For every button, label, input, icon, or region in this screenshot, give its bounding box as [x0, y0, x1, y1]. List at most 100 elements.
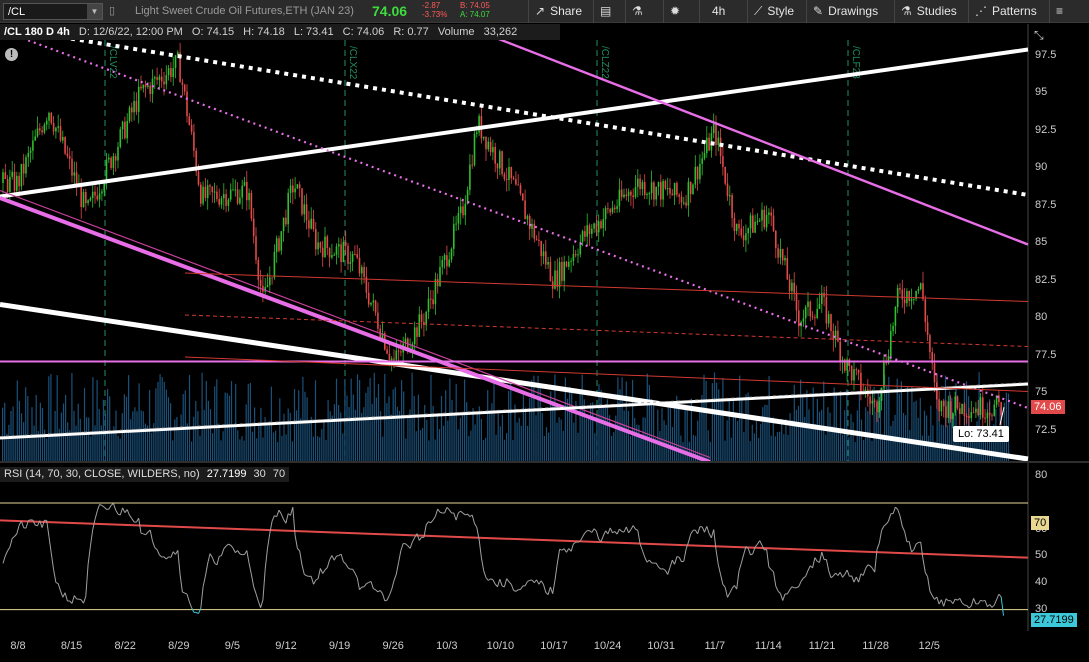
- rsi-segment: [566, 548, 570, 553]
- share-button[interactable]: ↗ Share: [528, 0, 593, 23]
- pane-divider[interactable]: [0, 461, 1089, 463]
- rsi-segment: [658, 566, 662, 570]
- candle-body: [252, 218, 255, 237]
- rsi-segment: [706, 526, 710, 534]
- style-button[interactable]: ⟋ Style: [747, 0, 806, 23]
- candle-body: [280, 231, 283, 251]
- rsi-segment: [929, 590, 933, 596]
- rsi-segment: [858, 573, 862, 583]
- bar-open: O: 74.15: [191, 26, 235, 38]
- rsi-segment: [9, 538, 13, 548]
- time-tick-label: 12/5: [918, 640, 940, 652]
- rsi-segment: [262, 569, 266, 601]
- chevron-down-icon[interactable]: ▼: [87, 4, 102, 19]
- rsi-segment: [897, 509, 901, 517]
- rsi-pane[interactable]: [0, 463, 1089, 631]
- volume-bar: [396, 406, 398, 462]
- red-line-2: [184, 314, 1029, 347]
- candle-body: [988, 412, 991, 416]
- candle-body: [264, 287, 266, 292]
- candle-body: [16, 175, 18, 191]
- candle-body: [425, 311, 427, 326]
- volume-bar: [388, 396, 390, 462]
- rsi-segment: [989, 604, 993, 608]
- timeframe-button[interactable]: 4h: [699, 0, 747, 23]
- candle-body: [1000, 402, 1002, 416]
- candle-body: [195, 150, 197, 172]
- candle-body: [873, 400, 876, 402]
- candle-body: [648, 193, 651, 195]
- volume-bar: [648, 384, 650, 462]
- volume-bar: [527, 425, 529, 462]
- drawings-button[interactable]: ✎ Drawings: [806, 0, 894, 23]
- volume-bar: [464, 379, 466, 462]
- candle-body: [528, 216, 531, 229]
- volume-bar: [159, 374, 161, 462]
- print-button[interactable]: ▤: [593, 0, 625, 23]
- rsi-segment: [874, 549, 878, 573]
- rsi-oversold: 30: [253, 468, 266, 480]
- volume-bar: [772, 417, 774, 462]
- price-pane[interactable]: /CLV22/CLX22/CLZ22/CLF23: [0, 24, 1089, 462]
- candle-body: [975, 408, 977, 413]
- candle-body: [678, 194, 680, 197]
- rsi-segment: [453, 512, 457, 521]
- link-icon[interactable]: ▯: [109, 5, 116, 17]
- rsi-segment: [855, 576, 860, 583]
- volume-bar: [508, 391, 510, 462]
- volume-bar: [617, 377, 619, 462]
- rsi-segment: [370, 581, 374, 589]
- rsi-segment: [345, 563, 349, 569]
- candle-body: [128, 107, 131, 121]
- symbol-input[interactable]: /CL ▼: [3, 3, 103, 20]
- rsi-segment: [99, 504, 103, 506]
- candle-body: [117, 146, 119, 161]
- rsi-segment: [92, 519, 96, 530]
- candle-body: [105, 159, 108, 184]
- studies-button[interactable]: ⚗ Studies: [894, 0, 968, 23]
- volume-bar: [172, 440, 174, 462]
- candle-body: [259, 279, 262, 286]
- price-chart[interactable]: /CLV22/CLX22/CLZ22/CLF23: [0, 24, 1089, 462]
- expand-icon[interactable]: ⤡: [1034, 28, 1044, 42]
- candle-body: [814, 317, 816, 319]
- candle-body: [202, 186, 204, 204]
- candle-body: [2, 172, 4, 183]
- volume-bar: [472, 408, 474, 462]
- rsi-segment: [982, 599, 986, 602]
- rsi-segment: [145, 531, 149, 536]
- volume-bar: [636, 424, 638, 462]
- volume-bar: [720, 402, 722, 462]
- rsi-segment: [761, 544, 765, 551]
- time-axis[interactable]: 8/8 8/15 8/22 8/29 9/5 9/12 9/19 9/26 10/3 10/10 1…: [0, 640, 1030, 658]
- candle-body: [510, 166, 513, 179]
- volume-bar: [203, 410, 205, 462]
- time-tick-label: 10/31: [647, 640, 675, 652]
- settings-button[interactable]: ✹: [663, 0, 699, 23]
- volume-bar: [791, 420, 793, 462]
- candle-body: [471, 164, 473, 166]
- candle-body: [190, 124, 193, 132]
- info-icon[interactable]: !: [5, 48, 18, 61]
- volume-bar: [338, 405, 340, 462]
- more-button[interactable]: ≡: [1049, 0, 1089, 23]
- rsi-chart[interactable]: [0, 463, 1089, 631]
- patterns-button[interactable]: ⋰ Patterns: [968, 0, 1049, 23]
- volume-bar: [8, 424, 10, 462]
- rsi-segment: [540, 580, 544, 585]
- volume-bar: [235, 383, 237, 462]
- rsi-segment: [83, 596, 87, 604]
- volume-bar: [716, 382, 718, 462]
- volume-bar: [60, 412, 62, 462]
- candle-body: [570, 260, 572, 262]
- rsi-segment: [667, 567, 671, 575]
- volume-bar: [453, 414, 455, 462]
- candle-body: [87, 200, 89, 204]
- candle-body: [685, 202, 687, 206]
- rsi-segment: [515, 589, 519, 592]
- volume-bar: [814, 424, 816, 462]
- volume-bar: [543, 435, 545, 462]
- candle-body: [816, 308, 818, 319]
- rsi-segment: [485, 577, 489, 581]
- flask-button[interactable]: ⚗: [625, 0, 663, 23]
